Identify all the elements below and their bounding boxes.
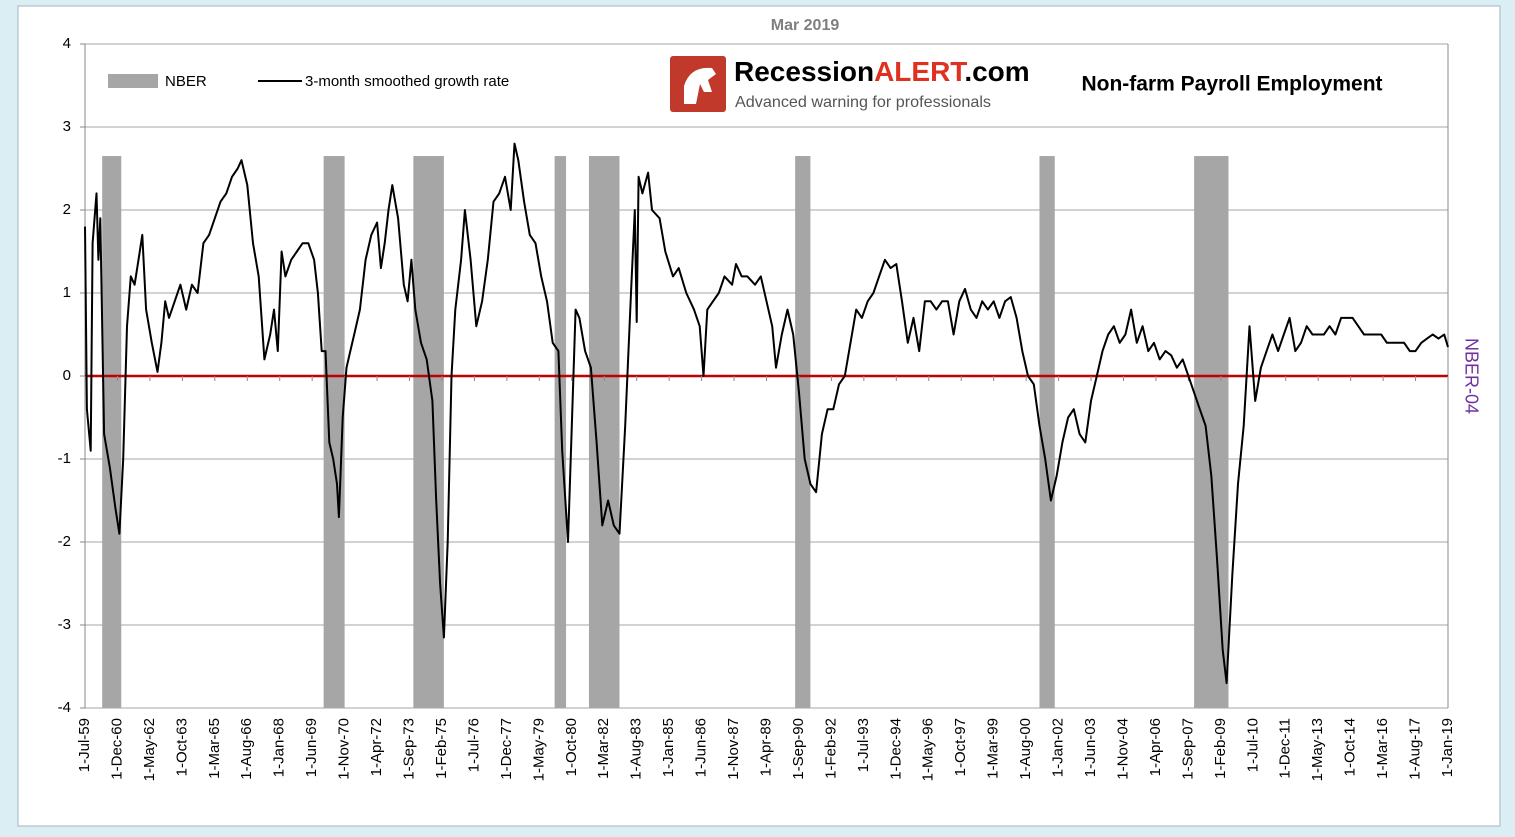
x-tick-label: 1-Mar-82 [595,718,612,779]
nber-bar [1039,156,1055,709]
nber-bar [1194,156,1229,709]
y-tick-label: 2 [63,201,71,218]
legend-label: NBER [165,73,207,90]
x-tick-label: 1-Mar-99 [985,718,1002,779]
x-tick-label: 1-Jan-85 [660,718,677,777]
legend-swatch [108,74,158,88]
x-tick-label: 1-Oct-97 [952,718,969,776]
nber-bar [554,156,567,709]
x-tick-label: 1-Aug-83 [628,718,645,780]
x-tick-label: 1-Nov-70 [336,718,353,780]
series-line [84,142,1449,685]
nber-bar [102,156,122,709]
x-tick-label: 1-Oct-80 [563,718,580,776]
x-tick-label: 1-Sep-90 [790,718,807,780]
x-tick-label: 1-Aug-66 [238,718,255,780]
y-tick-label: -2 [58,533,71,550]
nber-bar [323,156,345,709]
x-tick-label: 1-Oct-63 [173,718,190,776]
x-tick-label: 1-Nov-87 [725,718,742,780]
x-tick-label: 1-Apr-72 [368,718,385,776]
x-tick-label: 1-May-62 [141,718,158,781]
logo: RecessionALERT.com Advanced warning for … [670,56,1030,112]
x-tick-label: 1-Mar-65 [206,718,223,779]
y-tick-label: 4 [63,35,71,52]
y-tick-label: -3 [58,616,71,633]
chart-title: Mar 2019 [771,17,840,34]
x-tick-label: 1-Sep-07 [1179,718,1196,780]
x-tick-label: 1-Aug-17 [1407,718,1424,780]
x-tick-label: 1-Jun-86 [693,718,710,777]
x-tick-label: 1-Dec-11 [1277,718,1294,779]
x-tick-label: 1-Aug-00 [1017,718,1034,780]
x-tick-label: 1-May-96 [920,718,937,781]
logo-part: Recession [734,56,874,87]
y-tick-label: -4 [58,699,71,716]
logo-tagline: Advanced warning for professionals [735,94,991,111]
x-tick-label: 1-Apr-06 [1147,718,1164,776]
x-tick-label: 1-Feb-92 [822,718,839,779]
x-tick-label: 1-Jul-10 [1244,718,1261,772]
y-tick-label: 3 [63,118,71,135]
nber-bar [413,156,444,709]
x-tick-label: 1-Jun-69 [303,718,320,777]
x-tick-label: 1-Jul-93 [855,718,872,772]
x-tick-label: 1-Sep-73 [400,718,417,780]
x-tick-label: 1-Apr-89 [757,718,774,776]
legend-label: 3-month smoothed growth rate [305,73,509,90]
x-tick-label: 1-Jan-19 [1439,718,1456,777]
logo-knight [684,67,716,104]
x-tick-label: 1-May-79 [530,718,547,781]
logo-part: .com [964,56,1029,87]
y-tick-label: 1 [63,284,71,301]
x-tick-label: 1-May-13 [1309,718,1326,781]
chart-area [17,5,1501,827]
y-tick-label: -1 [58,450,71,467]
x-tick-label: 1-Dec-77 [498,718,515,780]
x-tick-label: 1-Oct-14 [1342,718,1359,776]
x-tick-label: 1-Nov-04 [1114,718,1131,780]
x-tick-label: 1-Mar-16 [1374,718,1391,779]
nber-bar [588,156,620,709]
logo-part: ALERT [874,56,967,87]
y2-axis-label: NBER-04 [1461,338,1481,414]
x-tick-label: 1-Jul-76 [465,718,482,772]
x-tick-label: 1-Dec-60 [108,718,125,780]
x-tick-label: 1-Jan-68 [271,718,288,777]
y-tick-label: 0 [63,367,71,384]
x-tick-label: 1-Jul-59 [76,718,93,772]
x-tick-label: 1-Feb-75 [433,718,450,779]
logo-text: RecessionALERT.com [734,56,1030,87]
x-tick-label: 1-Jun-03 [1082,718,1099,777]
x-tick-label: 1-Dec-94 [887,718,904,780]
chart-label: Non-farm Payroll Employment [1081,73,1382,96]
x-tick-label: 1-Feb-09 [1212,718,1229,779]
x-tick-label: 1-Jan-02 [1050,718,1067,777]
